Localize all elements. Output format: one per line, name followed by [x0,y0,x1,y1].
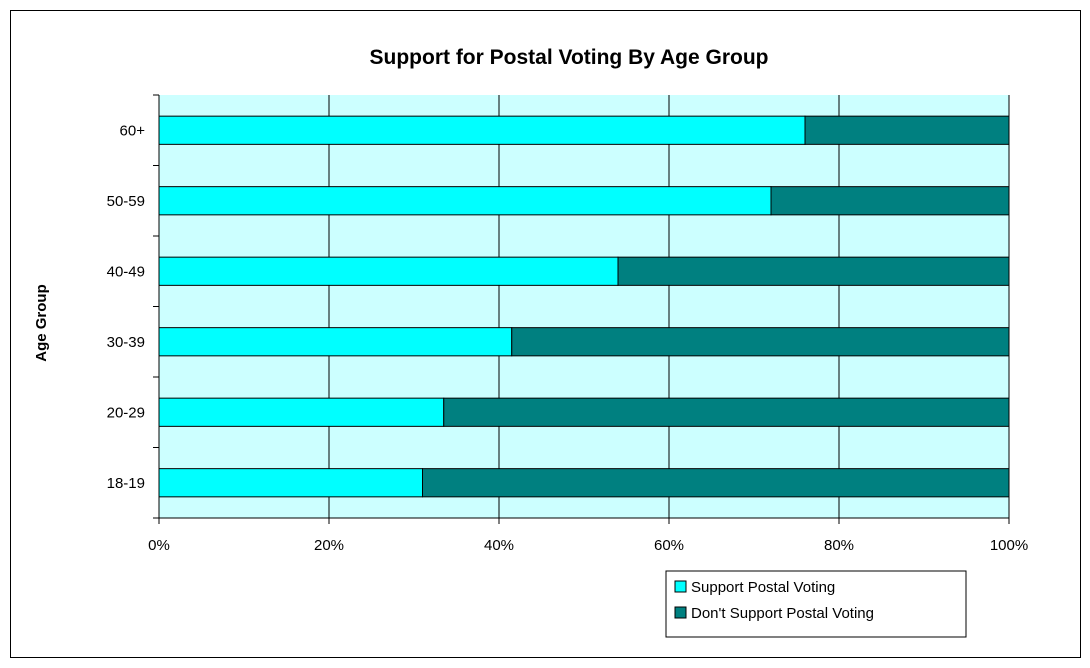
bar-segment [158,327,513,357]
chart-title: Support for Postal Voting By Age Group [370,46,769,69]
legend-box [665,570,967,638]
y-tick-label: 60+ [120,122,146,139]
bar-segment [158,115,806,145]
y-axis-label: Age Group [33,284,50,362]
legend: Support Postal Voting Don't Support Posta… [665,570,967,638]
y-tick-label: 40-49 [107,263,145,280]
y-tick-label: 18-19 [107,475,145,492]
y-tick-label: 20-29 [107,404,145,421]
bar-segment [511,327,1010,357]
x-tick-label: 0% [148,537,170,554]
legend-swatch [674,606,687,619]
y-tick-label: 30-39 [107,334,145,351]
bar-segment [158,468,423,498]
bar-segment [770,186,1010,216]
bar-segment [158,186,772,216]
bar-segment [617,256,1010,286]
x-tick-label: 100% [990,537,1028,554]
x-tick-label: 60% [654,537,684,554]
chart-frame: Support for Postal Voting By Age Group A… [10,10,1081,658]
bar-segment [443,397,1010,427]
x-tick-label: 80% [824,537,854,554]
plot-area: 60+ 50-59 40-49 30-39 20-29 18-19 0% 20% 40% 60% 8… [107,94,1028,554]
legend-label: Don't Support Postal Voting [691,605,874,622]
y-tick-label: 50-59 [107,193,145,210]
bar-segment [158,256,619,286]
x-tick-label: 40% [484,537,514,554]
legend-swatch [674,580,687,593]
x-tick-label: 20% [314,537,344,554]
legend-label: Support Postal Voting [691,579,835,596]
bar-segment [422,468,1010,498]
bar-segment [804,115,1010,145]
plot-background [159,95,1009,518]
bar-chart: Support for Postal Voting By Age Group A… [33,46,1028,638]
bar-segment [158,397,445,427]
